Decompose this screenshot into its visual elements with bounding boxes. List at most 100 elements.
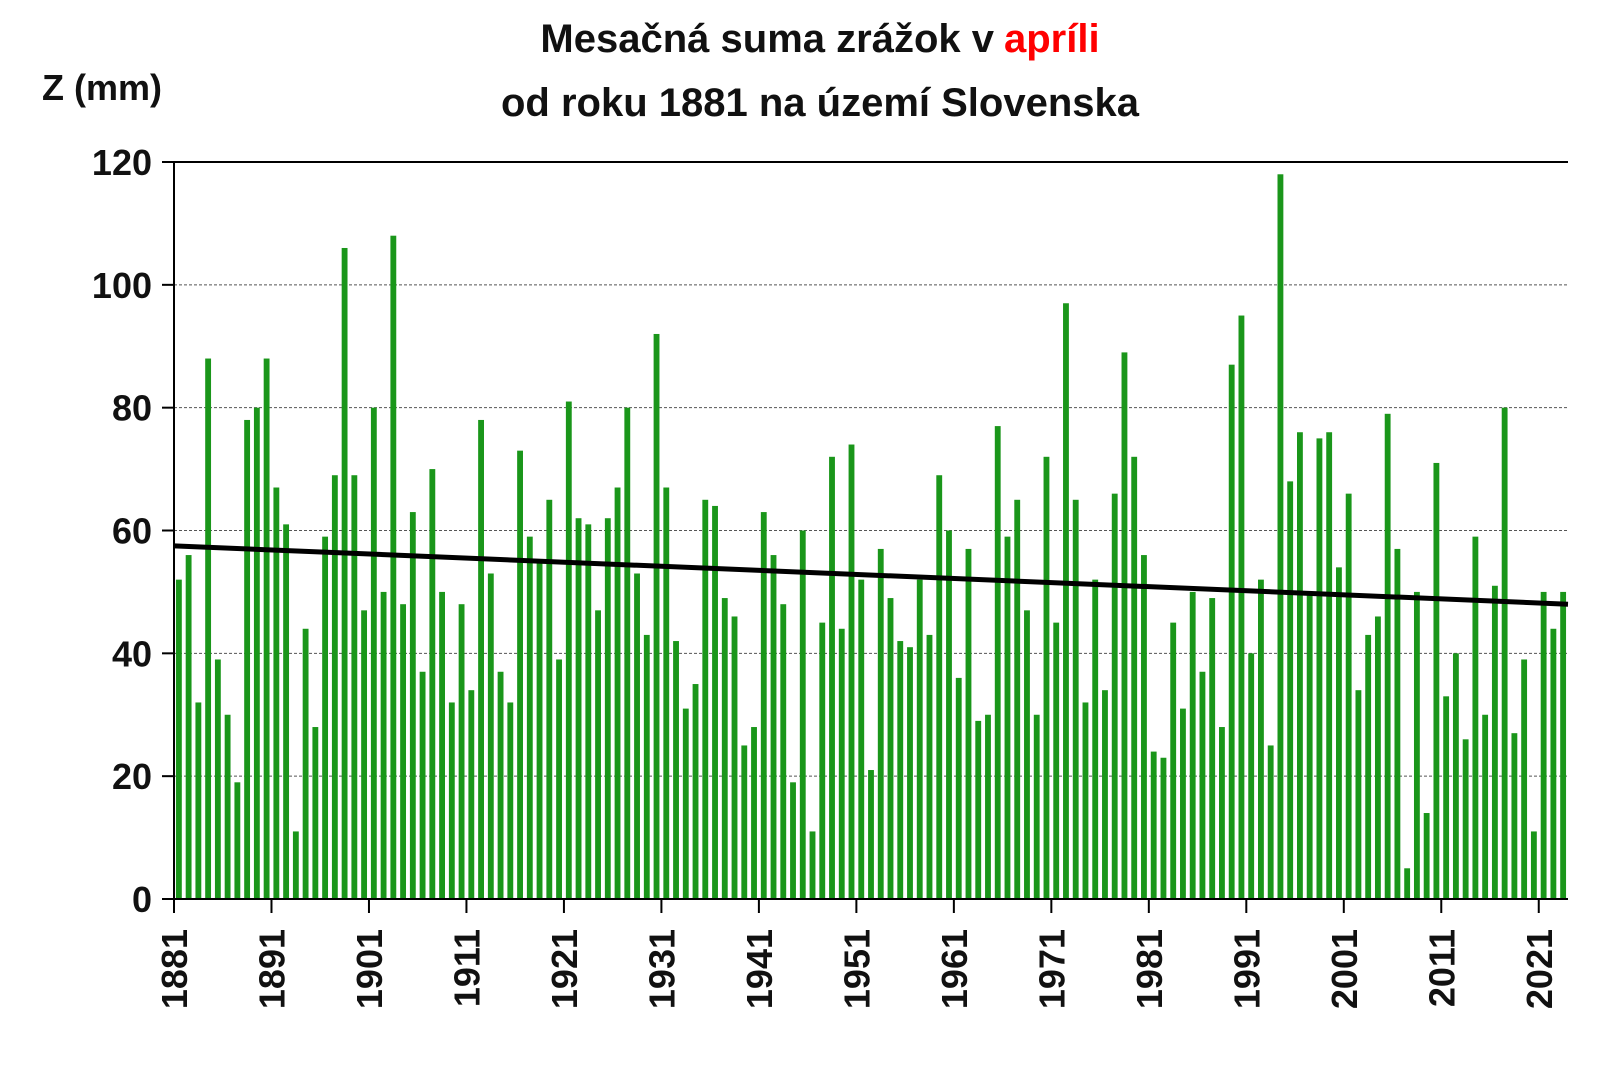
bar bbox=[507, 702, 514, 899]
bar bbox=[429, 469, 436, 899]
bar bbox=[595, 610, 601, 899]
bar bbox=[1521, 659, 1528, 899]
bar bbox=[634, 573, 640, 899]
y-tick-label: 100 bbox=[92, 265, 152, 306]
chart-title-line: Mesačná suma zrážok v apríli bbox=[540, 17, 1099, 61]
bar bbox=[1033, 714, 1040, 899]
bar bbox=[1472, 536, 1479, 899]
bar bbox=[799, 530, 806, 899]
bar bbox=[1209, 598, 1216, 899]
bar bbox=[741, 745, 748, 899]
bar bbox=[1258, 579, 1264, 899]
bar bbox=[1189, 591, 1196, 899]
bar bbox=[1296, 432, 1303, 899]
bar bbox=[175, 579, 182, 899]
x-tick-label: 1981 bbox=[1129, 929, 1170, 1009]
bar bbox=[575, 518, 582, 899]
bar bbox=[1180, 708, 1186, 899]
bar bbox=[624, 407, 631, 899]
bar bbox=[1248, 653, 1255, 899]
x-tick-label: 1911 bbox=[446, 929, 487, 1007]
bar bbox=[468, 690, 475, 899]
bar bbox=[419, 671, 426, 899]
x-tick-label: 1951 bbox=[836, 929, 877, 1009]
bar bbox=[585, 524, 592, 899]
bar bbox=[936, 475, 943, 899]
bar bbox=[214, 659, 221, 899]
bar bbox=[439, 591, 446, 899]
bar bbox=[643, 634, 650, 899]
bar bbox=[682, 708, 689, 899]
bar bbox=[1404, 868, 1411, 899]
bar bbox=[1160, 757, 1167, 899]
bar bbox=[565, 401, 572, 899]
bar bbox=[877, 548, 884, 899]
bar bbox=[770, 555, 777, 899]
bar bbox=[790, 782, 796, 899]
trend-line bbox=[173, 543, 1569, 607]
bar bbox=[448, 702, 455, 899]
bar bbox=[1433, 462, 1440, 899]
bar bbox=[760, 512, 767, 899]
bar bbox=[1482, 714, 1489, 899]
bar bbox=[273, 487, 280, 899]
x-tick-label: 1881 bbox=[154, 929, 195, 1009]
bar bbox=[351, 475, 358, 899]
bar bbox=[975, 720, 982, 899]
bar bbox=[1443, 696, 1450, 899]
bar bbox=[224, 714, 231, 899]
bar bbox=[916, 579, 923, 899]
bar bbox=[536, 561, 543, 899]
bar bbox=[965, 548, 972, 899]
title-highlight: apríli bbox=[1004, 17, 1100, 61]
bar bbox=[1150, 751, 1157, 899]
bar bbox=[1141, 555, 1147, 899]
bar bbox=[487, 573, 494, 899]
bar bbox=[780, 604, 787, 899]
bar bbox=[1560, 591, 1567, 899]
bar bbox=[253, 407, 260, 899]
bar bbox=[244, 419, 251, 899]
bar bbox=[331, 475, 338, 899]
bar bbox=[712, 505, 718, 899]
bar bbox=[1316, 438, 1323, 899]
bar bbox=[1238, 315, 1245, 900]
bar bbox=[400, 604, 407, 899]
bar bbox=[614, 487, 621, 899]
x-tick-label: 2021 bbox=[1519, 929, 1560, 1009]
bar bbox=[341, 247, 348, 899]
bar bbox=[1530, 831, 1537, 899]
bar bbox=[1501, 407, 1508, 899]
bar bbox=[283, 524, 290, 899]
bar bbox=[1394, 548, 1401, 899]
chart-subtitle: od roku 1881 na území Slovenska bbox=[501, 81, 1140, 125]
bar bbox=[721, 598, 728, 899]
bar bbox=[1550, 628, 1557, 899]
bar bbox=[1121, 352, 1128, 899]
bar bbox=[858, 579, 865, 899]
bar bbox=[234, 782, 241, 899]
bar bbox=[312, 727, 319, 899]
bar bbox=[1423, 813, 1430, 899]
bar bbox=[809, 831, 816, 899]
bar bbox=[1004, 536, 1011, 899]
x-tick-label: 1991 bbox=[1226, 929, 1267, 1009]
bar bbox=[848, 444, 855, 899]
bar bbox=[663, 487, 670, 899]
bar bbox=[458, 604, 465, 899]
bar bbox=[897, 641, 904, 899]
bar bbox=[1053, 622, 1060, 899]
x-tick-label: 1931 bbox=[641, 929, 682, 1009]
bar bbox=[907, 647, 913, 899]
bar bbox=[1111, 493, 1118, 899]
bar bbox=[263, 358, 270, 899]
bar bbox=[1219, 727, 1225, 899]
bar bbox=[361, 610, 368, 899]
bar bbox=[1267, 745, 1274, 899]
bar bbox=[1082, 702, 1089, 899]
bar bbox=[1540, 591, 1547, 899]
bar bbox=[409, 512, 416, 899]
y-tick-label: 20 bbox=[112, 756, 152, 797]
